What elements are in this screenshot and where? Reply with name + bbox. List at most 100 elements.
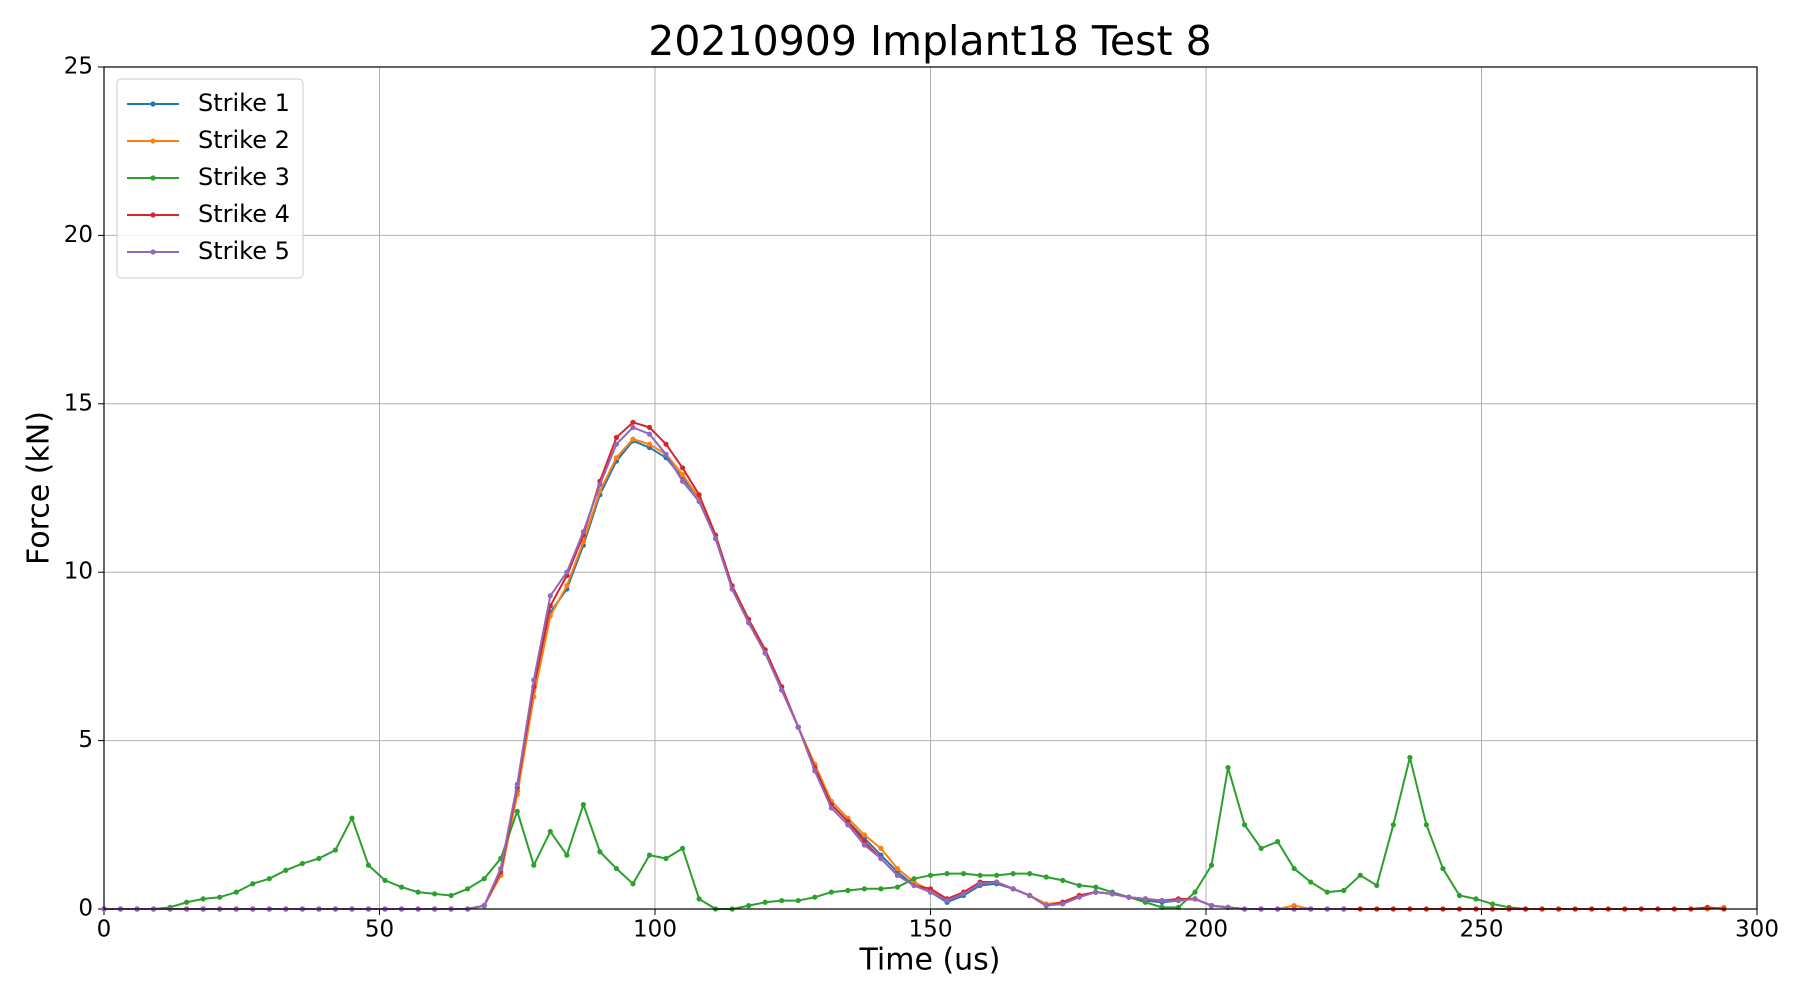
data-point <box>547 828 553 835</box>
data-point <box>250 881 256 887</box>
data-point <box>1440 865 1446 872</box>
data-point <box>1043 874 1049 880</box>
legend-marker <box>150 138 156 144</box>
y-tick-label: 10 <box>64 559 93 585</box>
data-point <box>1341 887 1347 894</box>
x-tick-label: 50 <box>365 917 394 943</box>
data-point <box>646 852 653 858</box>
data-point <box>481 903 487 909</box>
data-point <box>266 876 272 882</box>
data-point <box>1192 889 1198 895</box>
data-point <box>580 529 586 535</box>
legend-label: Strike 3 <box>198 163 290 191</box>
data-point <box>1324 889 1330 895</box>
data-point <box>1027 871 1033 877</box>
data-point <box>200 896 206 902</box>
data-point <box>1208 862 1215 868</box>
data-point <box>894 865 901 872</box>
data-point <box>762 899 768 905</box>
data-point <box>894 872 901 878</box>
data-point <box>746 620 752 626</box>
data-point <box>1043 903 1049 909</box>
data-point <box>299 860 305 867</box>
data-point <box>911 876 917 882</box>
data-point <box>927 872 934 878</box>
data-point <box>994 872 1000 878</box>
data-point <box>828 805 834 811</box>
data-point <box>1275 839 1281 845</box>
chart-title: 20210909 Implant18 Test 8 <box>648 17 1211 65</box>
data-point <box>679 845 686 851</box>
data-point <box>349 815 355 821</box>
data-point <box>861 832 867 838</box>
data-point <box>960 871 967 877</box>
legend-label: Strike 1 <box>198 89 290 117</box>
data-point <box>795 897 801 904</box>
data-point <box>580 801 586 808</box>
data-point <box>1374 882 1380 889</box>
legend-box <box>116 78 304 279</box>
data-point <box>944 871 950 877</box>
data-point <box>977 881 983 887</box>
x-tick-label: 200 <box>1184 917 1228 943</box>
data-point <box>646 431 653 437</box>
y-tick-label: 5 <box>78 727 93 753</box>
data-point <box>1192 896 1198 902</box>
data-point <box>762 650 768 656</box>
legend-marker <box>150 249 156 255</box>
data-point <box>432 891 438 897</box>
data-point <box>217 894 223 900</box>
data-point <box>696 498 702 505</box>
y-tick-label: 20 <box>64 222 93 248</box>
y-axis-label: Force (kN) <box>22 411 57 565</box>
data-point <box>1126 894 1132 900</box>
y-tick-label: 15 <box>64 390 93 416</box>
data-point <box>927 889 934 895</box>
x-tick-label: 100 <box>633 917 677 943</box>
data-point <box>630 424 636 430</box>
data-point <box>1225 764 1231 771</box>
data-point <box>613 865 620 872</box>
data-point <box>812 768 818 774</box>
data-point <box>1456 892 1463 899</box>
data-point <box>514 808 520 814</box>
data-point <box>663 441 669 447</box>
data-point <box>729 586 735 592</box>
legend-label: Strike 5 <box>198 237 290 265</box>
data-point <box>1208 903 1215 909</box>
data-point <box>1093 889 1099 895</box>
data-point <box>1010 886 1016 892</box>
x-tick-label: 0 <box>97 917 112 943</box>
data-point <box>679 471 686 478</box>
data-point <box>1159 897 1165 904</box>
data-point <box>630 419 636 425</box>
data-point <box>564 569 570 575</box>
data-point <box>696 492 702 498</box>
data-point <box>977 872 983 878</box>
data-point <box>365 862 372 868</box>
data-point <box>960 891 967 897</box>
data-point <box>514 781 520 787</box>
data-point <box>597 482 603 488</box>
data-point <box>795 724 801 730</box>
data-point <box>630 436 636 442</box>
data-point <box>332 847 339 853</box>
data-point <box>1423 822 1429 828</box>
data-point <box>481 876 487 882</box>
x-tick-label: 250 <box>1460 917 1504 943</box>
data-point <box>845 822 851 828</box>
data-point <box>233 889 239 895</box>
data-point <box>1407 754 1413 761</box>
data-point <box>1489 901 1496 907</box>
legend-label: Strike 4 <box>198 200 290 228</box>
data-point <box>1473 896 1479 902</box>
data-point <box>382 877 388 883</box>
data-point <box>564 583 570 589</box>
data-point <box>696 896 702 902</box>
data-point <box>1142 896 1148 902</box>
legend-marker <box>150 212 156 218</box>
data-point <box>597 849 603 855</box>
data-point <box>1076 894 1082 900</box>
data-point <box>1258 845 1264 851</box>
data-point <box>1390 822 1396 828</box>
